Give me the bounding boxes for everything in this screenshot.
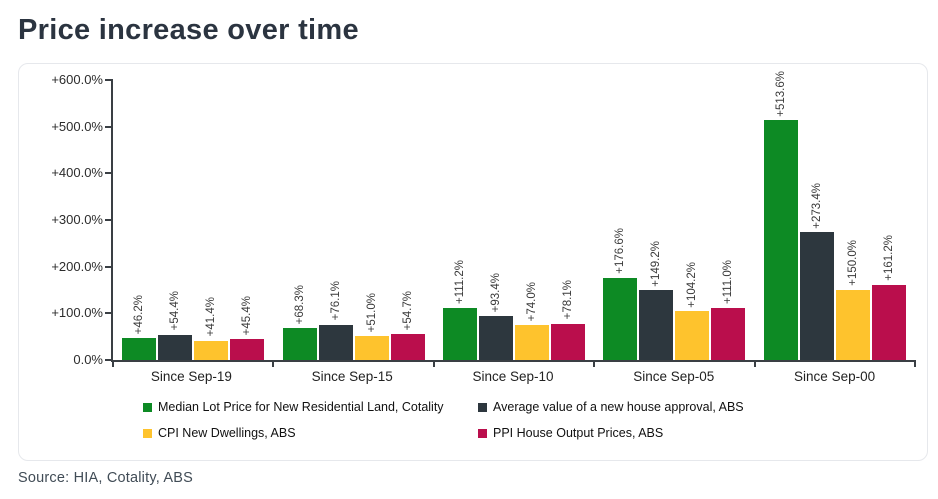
bar: +176.6%: [603, 228, 638, 360]
bar-group: +111.2% +93.4% +74.0% +78.1%: [434, 80, 594, 360]
chart-card: +600.0% +500.0% +400.0% +300.0% +200.0% +100.…: [18, 63, 928, 461]
x-axis-tick-mark: [914, 360, 916, 367]
plot-area: +600.0% +500.0% +400.0% +300.0% +200.0% +100.…: [51, 71, 916, 367]
bar: +104.2%: [675, 262, 710, 360]
x-category-label: Since Sep-19: [150, 369, 232, 384]
source-note: Source: HIA, Cotality, ABS: [18, 470, 193, 486]
y-axis-tick-mark: [105, 125, 113, 128]
x-axis-tick-mark: [593, 360, 596, 367]
bar: +78.1%: [550, 280, 585, 360]
chart-area: +600.0% +500.0% +400.0% +300.0% +200.0% +100.…: [51, 71, 916, 367]
legend-swatch-icon: [478, 428, 487, 438]
bar: +513.6%: [763, 71, 798, 360]
y-axis-tick-mark: [105, 265, 113, 268]
bar: +111.0%: [711, 260, 746, 360]
y-axis-tick-mark: [105, 79, 113, 81]
bar: +74.0%: [514, 282, 549, 360]
x-category-label: Since Sep-00: [794, 369, 876, 384]
y-axis-tick-label: +200.0%: [51, 258, 103, 274]
legend-item: CPI New Dwellings, ABS: [143, 426, 478, 440]
bar-value-label: +104.2%: [686, 261, 699, 308]
legend-swatch-icon: [478, 402, 487, 412]
bar-value-label: +78.1%: [561, 280, 574, 320]
chart-legend: Median Lot Price for New Residential Lan…: [27, 400, 919, 440]
bar: +46.2%: [122, 295, 157, 360]
bar-value-label: +45.4%: [241, 295, 254, 335]
bar-value-label: +76.1%: [329, 281, 342, 321]
page-title: Price increase over time: [18, 14, 359, 46]
bar: +51.0%: [354, 293, 389, 360]
y-axis-tick-label: +500.0%: [51, 118, 103, 134]
y-axis-tick-label: +300.0%: [51, 212, 103, 227]
bar: +273.4%: [799, 183, 834, 360]
legend-label: PPI House Output Prices, ABS: [493, 426, 664, 440]
y-axis-tick-mark: [105, 359, 113, 361]
bar-value-label: +273.4%: [810, 182, 823, 229]
bar: +45.4%: [230, 296, 265, 360]
bar-value-label: +74.0%: [525, 282, 538, 322]
legend-label: Median Lot Price for New Residential Lan…: [158, 400, 444, 414]
bar: +54.4%: [158, 291, 193, 360]
bar: +93.4%: [478, 273, 513, 360]
bar-value-label: +513.6%: [774, 70, 787, 117]
bar-value-label: +161.2%: [882, 235, 895, 281]
y-axis-tick-label: +100.0%: [51, 305, 103, 321]
bar-value-label: +176.6%: [614, 227, 627, 274]
bar-value-label: +54.7%: [401, 291, 414, 331]
bar: +41.4%: [194, 297, 229, 360]
legend-item: PPI House Output Prices, ABS: [478, 426, 803, 440]
bar-value-label: +41.4%: [205, 297, 218, 337]
bar-value-label: +150.0%: [846, 240, 859, 286]
bar-group: +176.6% +149.2% +104.2% +111.0%: [594, 80, 754, 360]
bar-group: +513.6% +273.4% +150.0% +161.2%: [755, 71, 915, 360]
x-category-label: Since Sep-10: [472, 369, 554, 384]
legend-swatch-icon: [143, 428, 152, 438]
y-axis-tick-mark: [105, 312, 113, 315]
bar: +54.7%: [390, 291, 425, 360]
bar: +161.2%: [871, 235, 906, 360]
x-category-label: Since Sep-15: [311, 369, 393, 384]
y-axis-tick-label: +400.0%: [51, 165, 103, 181]
bar-group: +68.3% +76.1% +51.0% +54.7%: [273, 80, 433, 360]
bar: +149.2%: [639, 241, 674, 360]
x-axis-labels: Since Sep-19 Since Sep-15 Since Sep-10 Sinc…: [111, 362, 915, 388]
y-axis-tick-mark: [105, 219, 113, 221]
y-axis-tick-label: 0.0%: [73, 352, 103, 367]
legend-label: CPI New Dwellings, ABS: [158, 426, 296, 440]
legend-item: Median Lot Price for New Residential Lan…: [143, 400, 478, 414]
bar-group: +46.2% +54.4% +41.4% +45.4%: [113, 80, 273, 360]
legend-swatch-icon: [143, 402, 152, 412]
bar-value-label: +111.0%: [722, 260, 735, 305]
x-axis-tick-mark: [112, 360, 114, 367]
bar-value-label: +111.2%: [453, 260, 466, 305]
bar: +68.3%: [282, 285, 317, 360]
bar: +111.2%: [442, 260, 477, 360]
bar-value-label: +51.0%: [365, 292, 378, 333]
x-axis-tick-mark: [753, 360, 756, 367]
bar-value-label: +149.2%: [650, 240, 663, 287]
x-axis-tick-mark: [432, 360, 435, 367]
legend-item: Average value of a new house approval, A…: [478, 400, 803, 414]
legend-label: Average value of a new house approval, A…: [493, 400, 744, 414]
y-axis-tick-mark: [105, 172, 113, 175]
bar-value-label: +68.3%: [293, 284, 306, 325]
x-axis-tick-mark: [272, 360, 275, 367]
bar-value-label: +93.4%: [489, 273, 502, 313]
bar: +150.0%: [835, 240, 870, 360]
x-category-label: Since Sep-05: [633, 369, 715, 384]
page: Price increase over time +600.0% +500.0% +…: [18, 14, 928, 486]
bar: +76.1%: [318, 281, 353, 360]
y-axis-tick-label: +600.0%: [51, 72, 103, 87]
bar-value-label: +46.2%: [133, 295, 146, 335]
bar-value-label: +54.4%: [169, 291, 182, 331]
